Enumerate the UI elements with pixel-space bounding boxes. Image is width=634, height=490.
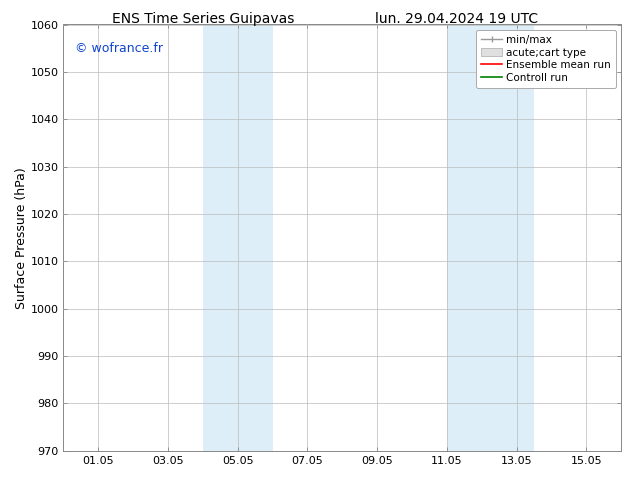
Bar <box>203 24 273 451</box>
Text: © wofrance.fr: © wofrance.fr <box>75 42 162 54</box>
Bar <box>447 24 534 451</box>
Text: ENS Time Series Guipavas: ENS Time Series Guipavas <box>112 12 294 26</box>
Y-axis label: Surface Pressure (hPa): Surface Pressure (hPa) <box>15 167 28 309</box>
Text: lun. 29.04.2024 19 UTC: lun. 29.04.2024 19 UTC <box>375 12 538 26</box>
Legend: min/max, acute;cart type, Ensemble mean run, Controll run: min/max, acute;cart type, Ensemble mean … <box>476 30 616 88</box>
